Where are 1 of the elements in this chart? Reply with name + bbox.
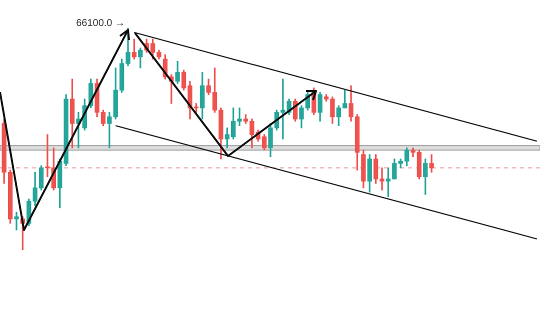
annotation: 66100.0 → <box>76 18 126 29</box>
